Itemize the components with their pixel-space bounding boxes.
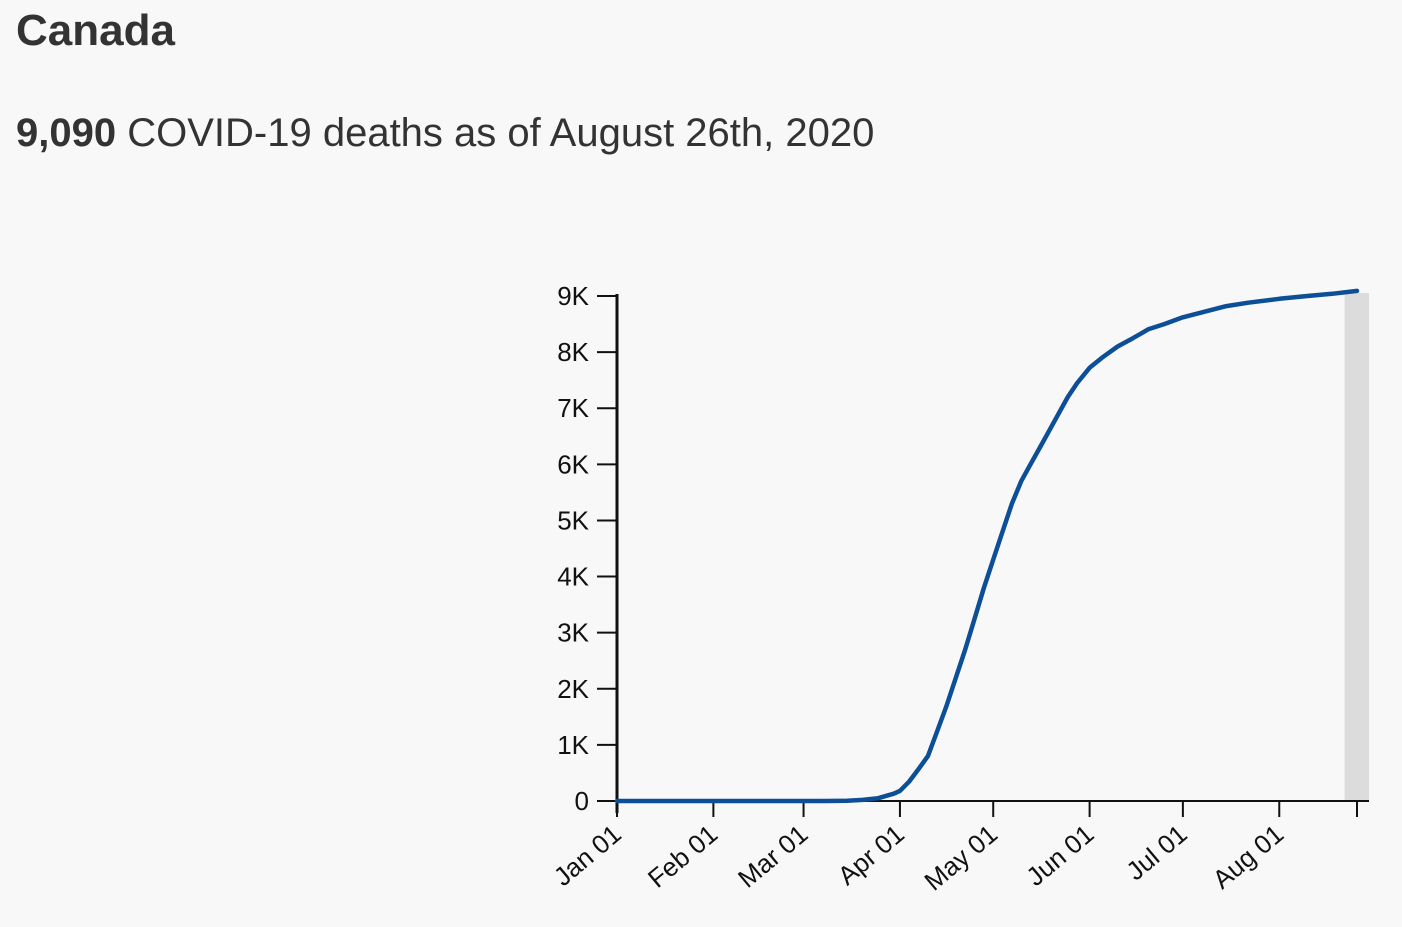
y-tick-label: 8K xyxy=(557,337,589,367)
y-tick-label: 6K xyxy=(557,449,589,479)
deaths-series-line xyxy=(614,288,1360,804)
page-title: Canada xyxy=(16,6,175,55)
axes xyxy=(597,294,1369,817)
deaths-summary: 9,090 COVID-19 deaths as of August 26th,… xyxy=(16,108,874,158)
deaths-summary-text: COVID-19 deaths as of August 26th, 2020 xyxy=(116,111,875,155)
tick-labels: 0 1K 2K 3K 4K 5K 6K 7K 8K 9K Jan 01 Feb 01 Mar 01 Apr… xyxy=(548,281,1289,896)
x-tick-label: Apr 01 xyxy=(832,819,910,891)
y-tick-label: 3K xyxy=(557,618,589,648)
y-tick-label: 9K xyxy=(557,281,589,311)
y-tick-label: 5K xyxy=(557,505,589,535)
y-tick-label: 4K xyxy=(557,562,589,592)
x-tick-label: Jul 01 xyxy=(1120,819,1192,887)
y-tick-label: 2K xyxy=(557,674,589,704)
recent-days-highlight xyxy=(1344,293,1369,801)
x-tick-label: Mar 01 xyxy=(732,819,813,894)
x-tick-label: May 01 xyxy=(918,819,1003,897)
y-tick-label: 0 xyxy=(575,786,589,816)
x-tick-label: Feb 01 xyxy=(642,819,723,894)
x-tick-label: Aug 01 xyxy=(1207,819,1289,895)
y-tick-label: 7K xyxy=(557,393,589,423)
recent-data-highlight-layer xyxy=(1344,293,1369,801)
x-tick-label: Jan 01 xyxy=(548,819,627,892)
deaths-count: 9,090 xyxy=(16,111,117,155)
series-layer xyxy=(614,288,1360,804)
x-tick-label: Jun 01 xyxy=(1020,819,1099,892)
y-tick-label: 1K xyxy=(557,730,589,760)
